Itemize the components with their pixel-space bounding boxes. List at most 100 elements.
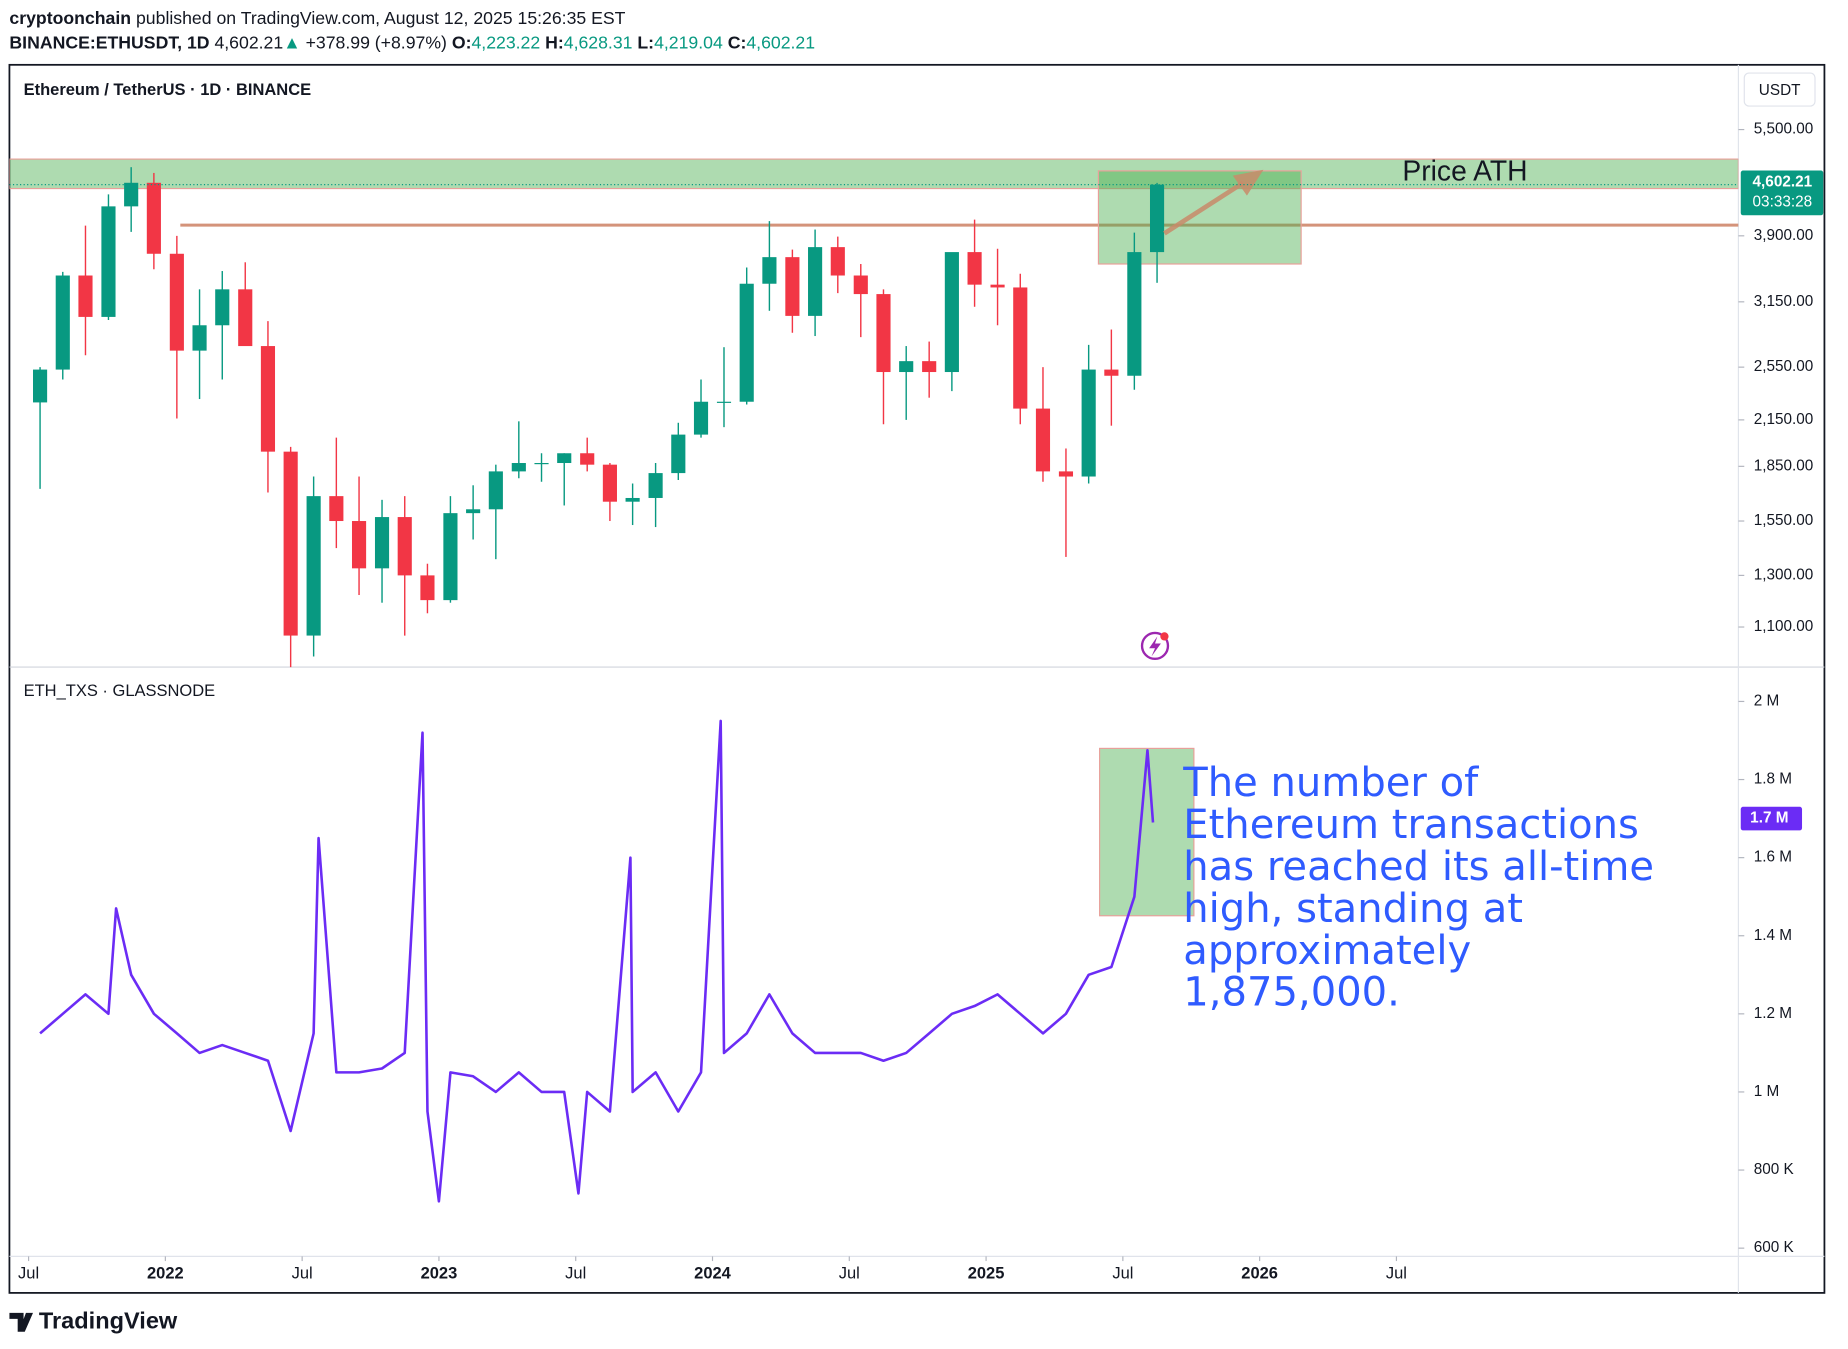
l-label: L: [637, 32, 654, 52]
last-price-box [1740, 170, 1824, 216]
candle-body [78, 275, 93, 317]
l-value: 4,219.04 [654, 32, 723, 52]
candle-body [830, 247, 845, 276]
candle-body [329, 496, 344, 522]
last-value-box [1740, 806, 1803, 831]
y-tick-label: 800 K [1754, 1161, 1795, 1178]
y-tick-label: 2,150.00 [1754, 411, 1814, 428]
y-tick-label: 1.6 M [1754, 849, 1792, 866]
price-pane: Price ATH [9, 155, 1739, 668]
icon-ring[interactable] [1140, 631, 1170, 661]
candle-body [785, 257, 800, 316]
ath-zone [9, 158, 1739, 190]
txs-title: ETH_TXS · GLASSNODE [24, 682, 216, 700]
candle-body [671, 434, 686, 474]
change: +378.99 (+8.97%) [306, 32, 447, 52]
candle-body [101, 206, 116, 317]
candle-body [557, 453, 572, 464]
y-tick-label: 3,900.00 [1754, 227, 1814, 244]
ath-label: Price ATH [1402, 155, 1527, 187]
candle-body [922, 361, 937, 373]
arrow-head [1232, 169, 1264, 196]
y-tick-label: 1.2 M [1754, 1005, 1792, 1022]
candle-body [580, 453, 595, 465]
last: 4,602.21 [214, 32, 283, 52]
annotation-line: The number of [1182, 760, 1479, 806]
price-title: Ethereum / TetherUS · 1D · BINANCE [24, 81, 312, 99]
candle-body [1127, 252, 1142, 376]
y-tick-label: 5,500.00 [1754, 121, 1814, 138]
currency[interactable]: USDT [1759, 82, 1801, 99]
y-tick-label: 1,300.00 [1754, 566, 1814, 583]
o-label: O: [452, 32, 472, 52]
candle-body [899, 361, 914, 373]
logo-mark [9, 1312, 33, 1332]
y-tick-label: 3,150.00 [1754, 293, 1814, 310]
x-tick-label: Jul [292, 1264, 313, 1282]
candle-body [762, 257, 777, 284]
breakout-box [1097, 170, 1302, 265]
candle-body [1013, 287, 1028, 409]
annotation-line: has reached its all-time [1183, 844, 1654, 890]
currency-button[interactable] [1743, 72, 1816, 107]
c-label: C: [728, 32, 747, 52]
candle-body [716, 401, 732, 403]
ath-box [1099, 747, 1195, 917]
y-tick-label: 1,550.00 [1754, 512, 1814, 529]
candle-body [808, 247, 823, 316]
txs-line [39, 719, 1155, 1203]
candle-body [146, 182, 161, 254]
candle-body [488, 471, 503, 510]
candle-body [215, 289, 230, 326]
candle-body [534, 463, 549, 465]
x-tick-label: Jul [565, 1264, 586, 1282]
y-tick-label: 1.8 M [1754, 771, 1792, 788]
countdown: 03:33:28 [1753, 193, 1813, 210]
frame [8, 63, 1826, 1294]
candle-body [693, 401, 709, 435]
x-tick-label: Jul [1386, 1264, 1407, 1282]
h-label: H: [545, 32, 564, 52]
y-tick-label: 1.4 M [1754, 927, 1792, 944]
o-value: 4,223.22 [471, 32, 540, 52]
icon-bolt[interactable] [1149, 636, 1161, 657]
icon-dot[interactable] [1160, 632, 1169, 641]
c-value: 4,602.21 [746, 32, 815, 52]
axes: 5,500.00 3,900.00 3,150.00 2,550.00 2,150.00… [18, 121, 1824, 1282]
symbol: BINANCE:ETHUSDT, 1D [9, 32, 209, 52]
candle-body [238, 289, 253, 347]
candle-body [853, 275, 868, 295]
candle-body [944, 252, 959, 373]
candle-body [1058, 471, 1074, 477]
published: published on TradingView.com, August 12,… [136, 8, 626, 28]
x-tick-label: Jul [839, 1264, 860, 1282]
candle-body [306, 496, 321, 636]
x-tick-label: 2026 [1241, 1264, 1278, 1282]
candle-body [1149, 184, 1165, 253]
x-tick-label: Jul [18, 1264, 39, 1282]
annotation-line: high, standing at [1183, 886, 1523, 932]
candle-body [1104, 369, 1119, 376]
x-tick-label: 2023 [421, 1264, 458, 1282]
candle-body [374, 517, 390, 569]
footer-logo: TradingView [9, 1308, 178, 1334]
last-value-label: 1.7 M [1750, 810, 1788, 827]
y-tick-label: 2,550.00 [1754, 358, 1814, 375]
x-tick-label: Jul [1112, 1264, 1133, 1282]
x-tick-label: 2024 [694, 1264, 732, 1282]
candle-body [739, 283, 754, 402]
candle-body [443, 513, 458, 601]
candle-body [648, 473, 663, 498]
last-price-label: 4,602.21 [1753, 173, 1813, 190]
arrow: ▲ [283, 32, 300, 52]
author: cryptoonchain [9, 8, 131, 28]
candle-body [397, 517, 412, 576]
lightning-icon[interactable] [1140, 631, 1170, 661]
h-value: 4,628.31 [564, 32, 633, 52]
annotation-line: approximately [1183, 928, 1471, 974]
candle-body [876, 294, 891, 373]
